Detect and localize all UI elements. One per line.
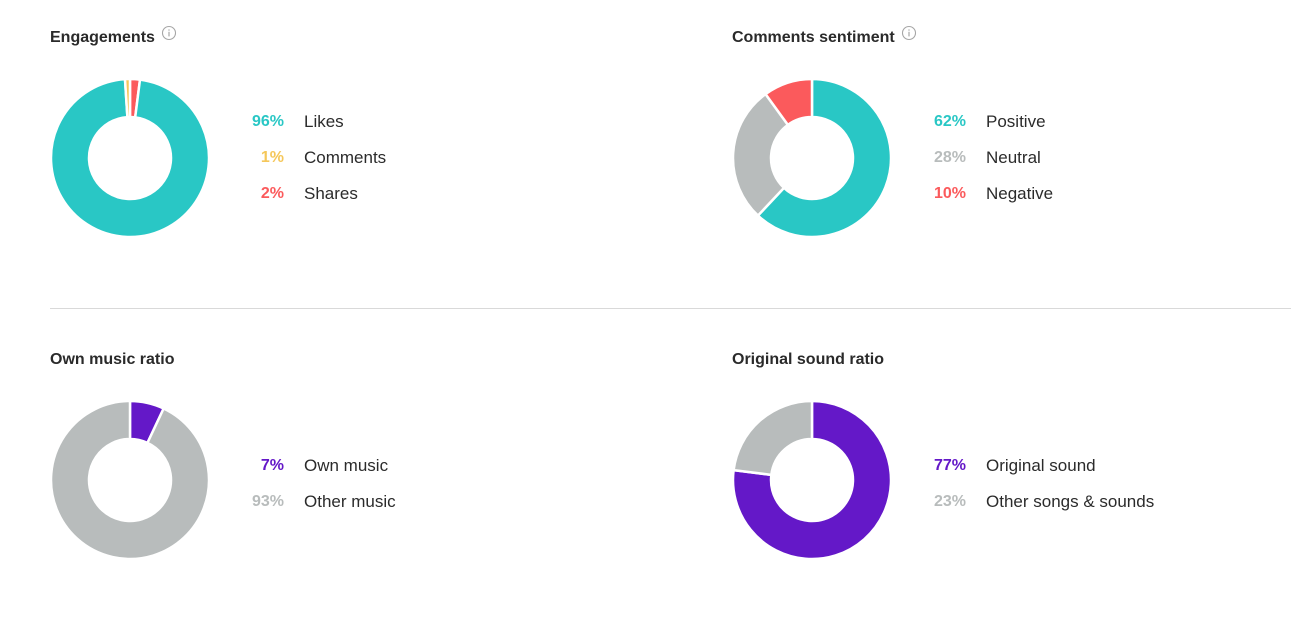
donut-slice-neutral xyxy=(732,92,790,217)
chart-panel-comments-sentiment: Comments sentiment 62% Positive 28% Neut… xyxy=(732,25,1291,288)
donut-slice-likes xyxy=(50,78,210,238)
chart-title-text: Own music ratio xyxy=(50,351,175,368)
chart-title: Comments sentiment xyxy=(732,25,917,48)
donut-slice-comments xyxy=(123,78,132,119)
chart-title: Engagements xyxy=(50,25,177,48)
chart-title-text: Comments sentiment xyxy=(732,29,895,46)
donut-slice-other-songs-and-sounds xyxy=(732,400,814,477)
legend-percent: 2% xyxy=(260,185,284,202)
chart-panel-original-sound-ratio: Original sound ratio 77% Original sound … xyxy=(732,350,1291,610)
legend-label: Own music xyxy=(304,456,389,475)
donut-slice-original-sound xyxy=(732,400,892,560)
legend-label: Comments xyxy=(304,148,387,167)
chart-title-text: Engagements xyxy=(50,29,155,46)
chart-title: Own music ratio xyxy=(50,350,174,370)
legend-label: Original sound xyxy=(986,456,1096,475)
legend-label: Negative xyxy=(986,184,1054,203)
legend-percent: 62% xyxy=(933,113,966,130)
donut-chart xyxy=(50,78,210,238)
donut-slice-negative xyxy=(764,78,814,127)
donut-slice-other-music xyxy=(50,400,210,560)
legend-percent: 93% xyxy=(251,493,284,510)
legend-percent: 23% xyxy=(933,493,966,510)
chart-title: Original sound ratio xyxy=(732,350,884,370)
legend-percent: 10% xyxy=(933,185,966,202)
legend-percent: 96% xyxy=(251,113,284,130)
info-icon[interactable] xyxy=(161,25,177,47)
legend-label: Other music xyxy=(304,492,396,511)
legend-percent: 7% xyxy=(260,457,284,474)
legend-label: Likes xyxy=(304,112,344,131)
legend-label: Neutral xyxy=(986,148,1041,167)
legend-percent: 28% xyxy=(933,149,966,166)
legend-label: Positive xyxy=(986,112,1046,131)
donut-chart xyxy=(732,400,892,560)
chart-panel-own-music-ratio: Own music ratio 7% Own music 93% Other m… xyxy=(50,350,610,610)
chart-title-text: Original sound ratio xyxy=(732,351,885,368)
legend-percent: 1% xyxy=(260,149,284,166)
chart-panel-engagements: Engagements 96% Likes 1% Comments 2% Sha… xyxy=(50,25,610,288)
legend-label: Shares xyxy=(304,184,358,203)
legend-percent: 77% xyxy=(933,457,966,474)
donut-chart xyxy=(732,78,892,238)
donut-chart xyxy=(50,400,210,560)
donut-slice-positive xyxy=(756,78,892,238)
section-divider xyxy=(50,308,1291,309)
legend-label: Other songs & sounds xyxy=(986,492,1155,511)
info-icon[interactable] xyxy=(901,25,917,47)
